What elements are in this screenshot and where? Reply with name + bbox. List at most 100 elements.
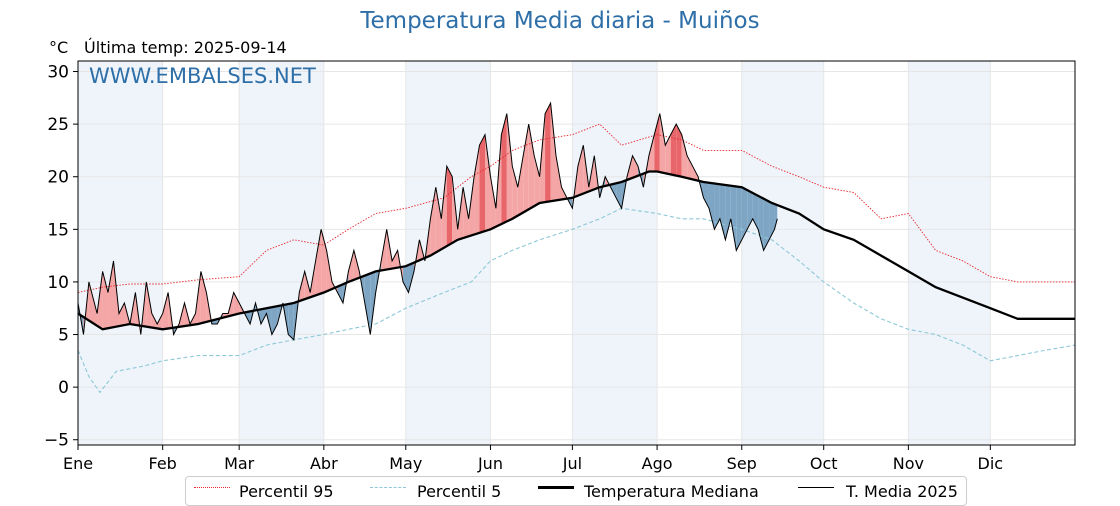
- series-line-mean2025: [77, 101, 778, 341]
- fill-below-median: [758, 195, 764, 251]
- fill-above-median: [577, 145, 584, 196]
- fill-below-median: [736, 186, 742, 251]
- fill-above-median: [550, 103, 557, 202]
- x-tick-label: Abr: [310, 454, 338, 473]
- fill-above-median: [506, 113, 513, 222]
- fill-above-median: [88, 281, 98, 326]
- fill-above-median: [517, 155, 524, 216]
- fill-above-median: [151, 313, 158, 329]
- fill-below-median: [714, 183, 720, 230]
- series-line-p5: [77, 207, 1076, 394]
- y-axis: −5 0 5 10 15 20 25 30: [44, 63, 78, 451]
- chart-title: Temperatura Media diaria - Muiños: [360, 8, 760, 34]
- y-tick-label: 15: [47, 220, 69, 240]
- x-tick-label: Jul: [562, 454, 582, 473]
- fill-above-median: [233, 292, 240, 315]
- fill-above-median: [446, 166, 453, 247]
- y-tick-label: −5: [44, 431, 69, 451]
- fill-above-median: [512, 166, 518, 219]
- fill-above-median: [534, 155, 540, 207]
- anomaly-fills: [78, 103, 778, 340]
- legend-swatch-median: [538, 486, 574, 489]
- fill-below-median: [364, 273, 371, 335]
- fill-above-median: [501, 113, 507, 225]
- fill-above-median: [523, 124, 529, 213]
- fill-above-median: [665, 134, 671, 175]
- fill-above-median: [441, 166, 447, 250]
- fill-above-median: [162, 292, 169, 330]
- fill-above-median: [659, 113, 666, 174]
- legend-label-p5: Percentil 5: [417, 482, 502, 501]
- y-tick-label: 25: [47, 115, 69, 135]
- x-tick-label: Oct: [810, 454, 838, 473]
- y-tick-label: 5: [58, 326, 69, 346]
- y-unit-label: °C: [49, 38, 69, 57]
- grid-lines: [77, 61, 1075, 445]
- fill-above-median: [353, 250, 360, 280]
- fill-above-median: [484, 134, 491, 232]
- x-tick-label: Ago: [642, 454, 673, 473]
- y-tick-label: 0: [58, 378, 69, 398]
- fill-above-median: [474, 145, 480, 235]
- fill-above-median: [348, 250, 354, 282]
- x-tick-label: Mar: [224, 454, 255, 473]
- fill-above-median: [97, 271, 103, 330]
- fill-above-median: [118, 302, 125, 327]
- legend-swatch-p95: [194, 487, 230, 488]
- legend-label-mean2025: T. Media 2025: [846, 482, 958, 501]
- fill-above-median: [681, 134, 688, 179]
- fill-above-median: [670, 124, 677, 176]
- fill-above-median: [102, 271, 109, 330]
- fill-below-median: [288, 302, 294, 340]
- fill-above-median: [200, 271, 207, 324]
- x-tick-label: Jun: [477, 454, 503, 473]
- fill-above-median: [435, 187, 442, 253]
- fill-above-median: [299, 271, 305, 302]
- month-band: [239, 61, 324, 445]
- legend-swatch-p5: [370, 487, 406, 488]
- fill-below-median: [725, 184, 731, 240]
- plot-frame: [77, 60, 1076, 446]
- y-tick-label: 10: [47, 273, 69, 293]
- fill-above-median: [430, 187, 436, 256]
- legend: Percentil 95 Percentil 5 Temperatura Med…: [185, 476, 967, 506]
- fill-above-median: [545, 103, 551, 203]
- fill-below-median: [774, 204, 778, 230]
- fill-above-median: [157, 313, 163, 330]
- x-tick-label: Nov: [893, 454, 924, 473]
- legend-swatch-mean2025: [798, 487, 834, 488]
- fill-above-median: [490, 176, 496, 230]
- x-axis: Ene Feb Mar Abr May Jun Jul Ago Sep Oct Nov Dic: [63, 445, 1003, 473]
- fill-above-median: [648, 134, 655, 172]
- fill-below-median: [408, 262, 414, 293]
- x-tick-label: May: [389, 454, 422, 473]
- fill-above-median: [479, 134, 485, 233]
- fill-above-median: [676, 124, 682, 177]
- month-band: [572, 61, 658, 445]
- fill-below-median: [741, 187, 748, 240]
- x-tick-label: Ene: [63, 454, 93, 473]
- fill-below-median: [261, 308, 267, 325]
- fill-below-median: [370, 271, 376, 335]
- fill-below-median: [703, 181, 709, 209]
- series-lines: [77, 101, 1076, 394]
- fill-below-median: [271, 306, 278, 335]
- fill-above-median: [315, 229, 322, 296]
- fill-below-median: [747, 190, 753, 230]
- fill-below-median: [708, 182, 715, 230]
- fill-above-median: [463, 187, 469, 239]
- fill-above-median: [146, 281, 152, 328]
- last-temp-label: Última temp: 2025-09-14: [84, 38, 287, 57]
- fill-below-median: [403, 264, 409, 293]
- fill-above-median: [392, 250, 398, 269]
- month-band: [908, 61, 991, 445]
- legend-label-median: Temperatura Mediana: [584, 482, 759, 501]
- month-band: [741, 61, 824, 445]
- fill-above-median: [654, 113, 660, 173]
- fill-above-median: [468, 176, 475, 237]
- x-tick-label: Dic: [978, 454, 1004, 473]
- fill-above-median: [687, 155, 693, 180]
- fill-below-median: [752, 192, 759, 230]
- x-tick-label: Sep: [727, 454, 757, 473]
